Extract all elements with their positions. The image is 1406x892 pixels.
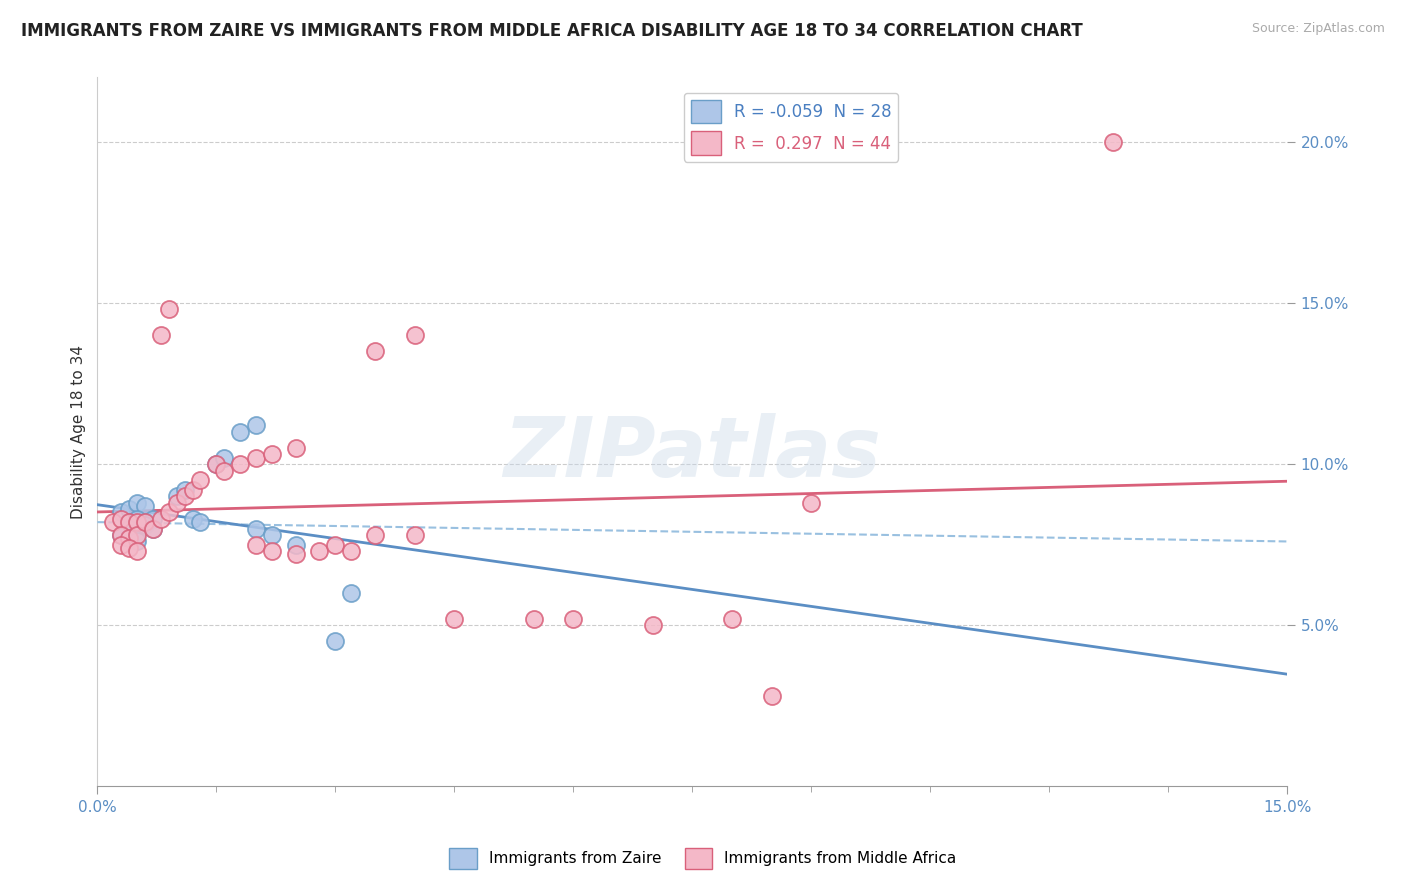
Point: [142, 522, 165, 536]
Point: [118, 531, 141, 545]
Point: [118, 515, 141, 529]
Legend: R = -0.059  N = 28, R =  0.297  N = 44: R = -0.059 N = 28, R = 0.297 N = 44: [683, 93, 898, 161]
Point: [761, 689, 783, 703]
Point: [205, 457, 228, 471]
Point: [404, 528, 426, 542]
Point: [134, 515, 156, 529]
Point: [260, 447, 283, 461]
Point: [323, 538, 347, 552]
Point: [214, 450, 236, 465]
Point: [245, 522, 267, 536]
Point: [110, 512, 132, 526]
Point: [125, 496, 148, 510]
Point: [800, 496, 823, 510]
Point: [125, 515, 148, 529]
Text: ZIPatlas: ZIPatlas: [503, 413, 882, 493]
Point: [229, 425, 252, 439]
Point: [245, 538, 267, 552]
Point: [340, 544, 363, 558]
Point: [118, 502, 141, 516]
Point: [125, 512, 148, 526]
Point: [284, 547, 307, 561]
Point: [245, 450, 267, 465]
Point: [641, 618, 664, 632]
Point: [340, 586, 363, 600]
Point: [229, 457, 252, 471]
Text: Source: ZipAtlas.com: Source: ZipAtlas.com: [1251, 22, 1385, 36]
Point: [721, 612, 744, 626]
Point: [1101, 135, 1123, 149]
Point: [443, 612, 465, 626]
Point: [149, 512, 172, 526]
Point: [245, 418, 267, 433]
Point: [157, 302, 180, 317]
Point: [125, 544, 148, 558]
Point: [149, 328, 172, 343]
Point: [308, 544, 330, 558]
Point: [181, 512, 204, 526]
Point: [125, 524, 148, 539]
Point: [110, 538, 132, 552]
Point: [404, 328, 426, 343]
Text: IMMIGRANTS FROM ZAIRE VS IMMIGRANTS FROM MIDDLE AFRICA DISABILITY AGE 18 TO 34 C: IMMIGRANTS FROM ZAIRE VS IMMIGRANTS FROM…: [21, 22, 1083, 40]
Legend: Immigrants from Zaire, Immigrants from Middle Africa: Immigrants from Zaire, Immigrants from M…: [443, 841, 963, 875]
Point: [134, 518, 156, 533]
Point: [260, 528, 283, 542]
Point: [166, 489, 188, 503]
Point: [214, 464, 236, 478]
Point: [260, 544, 283, 558]
Point: [173, 489, 195, 503]
Point: [125, 534, 148, 549]
Point: [110, 528, 132, 542]
Point: [190, 515, 212, 529]
Point: [284, 538, 307, 552]
Point: [523, 612, 546, 626]
Point: [190, 473, 212, 487]
Point: [118, 522, 141, 536]
Point: [157, 506, 180, 520]
Point: [118, 531, 141, 545]
Point: [166, 496, 188, 510]
Point: [134, 499, 156, 513]
Point: [205, 457, 228, 471]
Point: [110, 506, 132, 520]
Point: [181, 483, 204, 497]
Point: [118, 541, 141, 555]
Point: [103, 515, 125, 529]
Point: [364, 344, 387, 359]
Point: [323, 634, 347, 648]
Point: [142, 512, 165, 526]
Point: [118, 515, 141, 529]
Point: [142, 522, 165, 536]
Y-axis label: Disability Age 18 to 34: Disability Age 18 to 34: [72, 345, 86, 519]
Point: [284, 441, 307, 455]
Point: [110, 528, 132, 542]
Point: [364, 528, 387, 542]
Point: [562, 612, 585, 626]
Point: [173, 483, 195, 497]
Point: [134, 515, 156, 529]
Point: [125, 528, 148, 542]
